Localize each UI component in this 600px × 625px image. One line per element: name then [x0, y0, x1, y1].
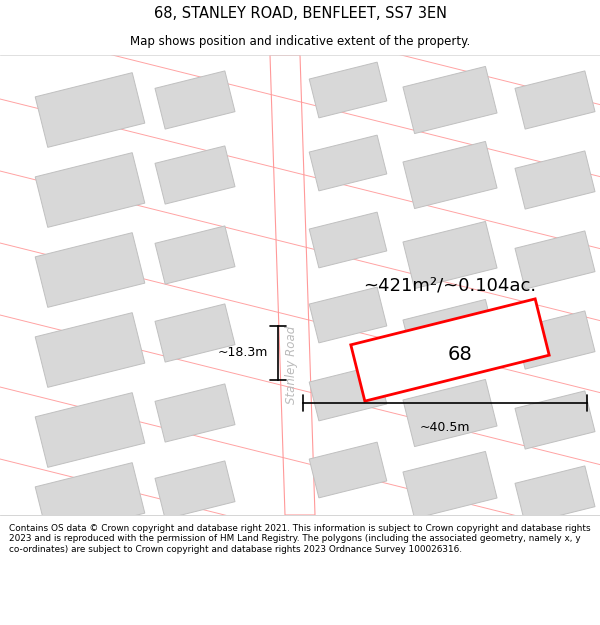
- Text: Contains OS data © Crown copyright and database right 2021. This information is : Contains OS data © Crown copyright and d…: [9, 524, 590, 554]
- Polygon shape: [155, 226, 235, 284]
- Polygon shape: [515, 466, 595, 524]
- Text: Stanley Road: Stanley Road: [286, 326, 299, 404]
- Text: ~40.5m: ~40.5m: [420, 421, 470, 434]
- Polygon shape: [270, 55, 315, 515]
- Polygon shape: [155, 461, 235, 519]
- Polygon shape: [515, 391, 595, 449]
- Polygon shape: [155, 304, 235, 362]
- Polygon shape: [309, 135, 387, 191]
- Polygon shape: [403, 66, 497, 134]
- Polygon shape: [309, 212, 387, 268]
- Polygon shape: [309, 442, 387, 498]
- Polygon shape: [35, 312, 145, 388]
- Polygon shape: [309, 62, 387, 118]
- Text: 68: 68: [448, 346, 472, 364]
- Polygon shape: [515, 71, 595, 129]
- Polygon shape: [403, 451, 497, 519]
- Polygon shape: [155, 146, 235, 204]
- Polygon shape: [515, 151, 595, 209]
- Polygon shape: [35, 462, 145, 538]
- Polygon shape: [515, 311, 595, 369]
- Polygon shape: [35, 392, 145, 468]
- Polygon shape: [515, 231, 595, 289]
- Polygon shape: [403, 141, 497, 209]
- Polygon shape: [155, 71, 235, 129]
- Polygon shape: [351, 299, 549, 401]
- Polygon shape: [35, 72, 145, 148]
- Polygon shape: [403, 299, 497, 367]
- Polygon shape: [403, 221, 497, 289]
- Polygon shape: [309, 365, 387, 421]
- Polygon shape: [309, 287, 387, 343]
- Polygon shape: [35, 152, 145, 228]
- Polygon shape: [155, 384, 235, 442]
- Polygon shape: [35, 232, 145, 308]
- Text: 68, STANLEY ROAD, BENFLEET, SS7 3EN: 68, STANLEY ROAD, BENFLEET, SS7 3EN: [154, 6, 446, 21]
- Polygon shape: [403, 379, 497, 447]
- Text: ~18.3m: ~18.3m: [218, 346, 268, 359]
- Text: Map shows position and indicative extent of the property.: Map shows position and indicative extent…: [130, 35, 470, 48]
- Text: ~421m²/~0.104ac.: ~421m²/~0.104ac.: [364, 276, 536, 294]
